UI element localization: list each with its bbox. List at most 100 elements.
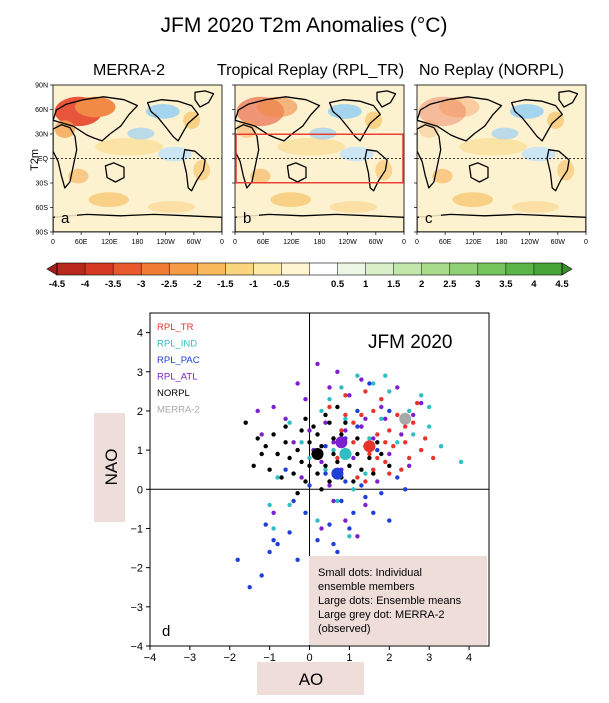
colorbar-label: -2.5: [161, 279, 178, 290]
point-rpl-tr: [363, 479, 368, 484]
point-rpl-atl: [395, 385, 400, 390]
colorbar: -4.5 -4 -3.5 -3 -2.5 -2 -1.5 -1 -0.5 0.5 1 1.5 2 2.5 3…: [46, 262, 573, 290]
colorbar-label: 1: [363, 279, 369, 290]
point-rpl-ind: [351, 487, 356, 492]
point-rpl-ind: [339, 385, 344, 390]
point-rpl-atl: [335, 369, 340, 374]
point-rpl-atl: [283, 416, 288, 421]
point-norpl: [323, 412, 328, 418]
note-line: Large grey dot: MERRA-2: [318, 609, 445, 621]
lon-tick-label: 60E: [75, 239, 88, 246]
point-norpl: [327, 420, 332, 425]
point-rpl-tr: [367, 451, 372, 457]
point-norpl: [243, 420, 248, 425]
colorbar-label: -3: [137, 279, 145, 290]
point-rpl-atl: [343, 518, 348, 523]
point-rpl-pac: [355, 424, 360, 429]
anomaly-region: [432, 168, 453, 184]
point-rpl-ind: [315, 518, 320, 523]
point-rpl-ind: [331, 447, 336, 453]
point-rpl-tr: [351, 420, 356, 425]
anomaly-region: [277, 137, 345, 156]
point-norpl: [283, 440, 288, 445]
anomaly-region: [54, 120, 75, 138]
anomaly-region: [256, 96, 298, 118]
point-norpl: [323, 463, 328, 468]
point-norpl: [299, 459, 304, 465]
coastline: [146, 99, 199, 142]
coastline: [104, 162, 125, 183]
point-rpl-ind: [427, 424, 432, 429]
point-rpl-tr: [399, 467, 404, 472]
point-rpl-tr: [407, 455, 412, 461]
point-norpl: [375, 440, 380, 445]
legend-entry-rpl-tr: RPL_TR: [157, 322, 194, 333]
point-rpl-pac: [235, 557, 240, 562]
lon-tick-label: 180: [496, 239, 508, 246]
coastline: [53, 213, 222, 232]
legend-entry-norpl: NORPL: [157, 388, 190, 399]
panel-letter-d: d: [162, 623, 170, 640]
point-rpl-atl: [319, 526, 324, 531]
scatter-panel: NAO AO −4 −3 −2 −1 0 1 2 3 4 −4 −3 −2 −1 0 1 2 3 4 RPL_TR R…: [94, 312, 490, 695]
lon-tick-label: 120E: [101, 239, 118, 246]
point-rpl-pac: [335, 549, 340, 555]
lon-tick-label: 60W: [369, 239, 384, 246]
point-rpl-pac: [347, 526, 352, 531]
point-rpl-tr: [423, 436, 428, 441]
point-norpl: [303, 416, 308, 421]
point-norpl: [255, 436, 260, 441]
point-rpl-pac: [275, 541, 280, 547]
anomaly-region: [375, 159, 393, 181]
colorbar-segment: [449, 263, 479, 275]
point-rpl-atl: [323, 420, 328, 425]
map-y-label: T2m: [29, 149, 41, 171]
point-rpl-ind: [323, 467, 328, 472]
colorbar-segment: [141, 263, 170, 275]
point-norpl: [307, 440, 312, 445]
anomaly-region: [74, 96, 116, 118]
colorbar-segment: [421, 263, 451, 275]
anomaly-region: [193, 159, 211, 181]
point-rpl-pac: [295, 557, 300, 562]
lon-tick-label: 0: [415, 239, 419, 246]
lon-tick-label: 120E: [283, 239, 300, 246]
coastline: [53, 96, 139, 142]
point-rpl-atl: [271, 510, 276, 515]
point-rpl-atl: [327, 483, 332, 488]
point-rpl-ind: [343, 416, 348, 421]
point-rpl-atl: [371, 436, 376, 441]
point-norpl: [331, 451, 336, 457]
note-line: (observed): [318, 623, 371, 635]
map-title-1: MERRA-2: [93, 62, 165, 79]
point-rpl-pac: [339, 498, 344, 504]
colorbar-label: 4: [531, 279, 537, 290]
note-box: [309, 556, 487, 645]
ao-label-background: [257, 662, 364, 695]
point-rpl-pac: [263, 522, 268, 527]
point-rpl-atl: [319, 459, 324, 465]
point-rpl-atl: [291, 440, 296, 445]
point-rpl-atl: [359, 424, 364, 429]
point-rpl-pac: [303, 510, 308, 515]
point-rpl-tr: [351, 440, 356, 445]
point-norpl: [355, 451, 360, 457]
map-title-3: No Replay (NORPL): [419, 62, 564, 79]
colorbar-segment: [57, 263, 86, 275]
point-rpl-pac: [375, 447, 380, 453]
point-rpl-ind: [419, 393, 424, 398]
coastline: [53, 124, 78, 189]
point-rpl-ind: [407, 408, 412, 414]
scatter-plot-area: −4 −3 −2 −1 0 1 2 3 4 −4 −3 −2 −1 0 1 2 3 4 RPL_TR RPL_IND R…: [130, 313, 489, 664]
colorbar-label: -4: [81, 279, 90, 290]
anomaly-region: [236, 120, 257, 138]
point-norpl: [271, 432, 276, 437]
panel-letter-bg: [55, 204, 77, 228]
x-tick-label: 4: [466, 652, 472, 664]
point-rpl-pac: [363, 494, 368, 500]
point-rpl-pac: [307, 483, 312, 488]
tropical-box: [235, 133, 404, 184]
map-field-3: [417, 85, 586, 232]
point-rpl-ind: [458, 459, 464, 465]
point-rpl-ind: [319, 408, 324, 414]
